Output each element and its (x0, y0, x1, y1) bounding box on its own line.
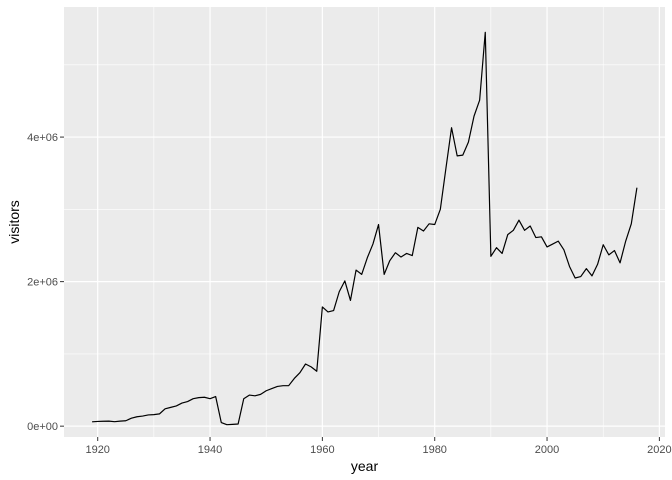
visitors-series-line (92, 31, 638, 426)
y-tick-label: 0e+00 (27, 421, 58, 433)
y-axis: 0e+00 2e+06 4e+06 (27, 132, 64, 433)
x-tick-label: 2000 (535, 444, 559, 456)
x-axis-title: year (351, 458, 379, 474)
x-tick-label: 1940 (198, 444, 222, 456)
y-axis-title: visitors (6, 200, 22, 244)
y-tick-label: 2e+06 (27, 277, 58, 289)
x-axis: 1920 1940 1960 1980 2000 2020 (85, 437, 672, 456)
major-grid (64, 7, 665, 437)
x-tick-label: 1980 (422, 444, 446, 456)
minor-grid (64, 7, 665, 437)
x-tick-label: 1920 (85, 444, 109, 456)
x-tick-label: 1960 (310, 444, 334, 456)
panel-background (64, 7, 665, 437)
x-tick-label: 2020 (647, 444, 671, 456)
y-tick-label: 4e+06 (27, 132, 58, 144)
